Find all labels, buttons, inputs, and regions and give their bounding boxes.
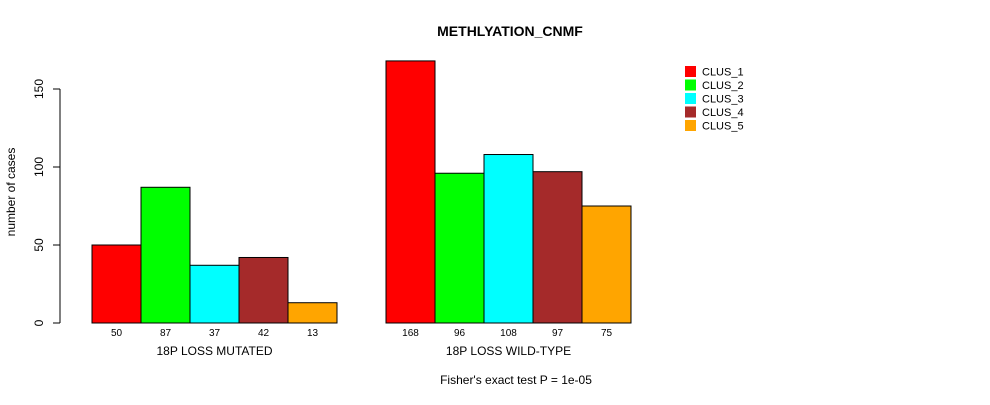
y-tick-label: 0 (32, 319, 46, 326)
count-label: 96 (454, 328, 466, 339)
count-label: 37 (209, 328, 221, 339)
bar-clus-1-group-1 (91, 244, 142, 324)
count-label: 42 (258, 328, 270, 339)
count-label: 13 (307, 328, 319, 339)
bar-clus-3-group-1 (189, 264, 240, 324)
bars-layer: 50 87 37 42 13 168 96 108 97 75 (91, 60, 632, 339)
legend-swatch-clus-4 (685, 106, 696, 118)
count-label: 108 (500, 328, 517, 339)
y-tick-label: 150 (32, 79, 46, 99)
bar-clus-3-group-2 (483, 154, 534, 324)
bar-clus-4-group-2 (532, 171, 583, 324)
count-label: 50 (111, 328, 123, 339)
legend-label-clus-1: CLUS_1 (702, 67, 744, 79)
bar-clus-2-group-2 (434, 172, 485, 324)
legend-label-clus-2: CLUS_2 (702, 80, 744, 92)
legend-label-clus-5: CLUS_5 (702, 121, 744, 133)
legend-swatch-clus-5 (685, 120, 696, 131)
y-tick-label: 100 (32, 157, 46, 177)
bar-clus-5-group-2 (581, 205, 632, 324)
legend-swatch-clus-3 (685, 93, 696, 104)
bar-clus-4-group-1 (238, 256, 289, 324)
y-axis-label: number of cases (4, 148, 18, 237)
legend-label-clus-3: CLUS_3 (702, 94, 744, 106)
bar-clus-1-group-2 (385, 60, 436, 324)
count-label: 168 (402, 328, 419, 339)
group-label-2: 18P LOSS WILD-TYPE (446, 344, 571, 358)
group-label-1: 18P LOSS MUTATED (156, 344, 272, 358)
y-tick-label: 50 (32, 238, 46, 252)
bar-clus-5-group-1 (287, 302, 338, 324)
legend-label-clus-4: CLUS_4 (702, 107, 744, 119)
legend-swatch-clus-2 (685, 79, 696, 91)
legend-swatch-clus-1 (685, 66, 696, 77)
count-label: 87 (160, 328, 172, 339)
x-axis-group-labels: 18P LOSS MUTATED 18P LOSS WILD-TYPE (156, 344, 571, 358)
y-axis: 0 50 100 150 (32, 79, 61, 326)
bar-clus-2-group-1 (140, 186, 191, 324)
chart-title: METHLYATION_CNMF (437, 23, 583, 39)
count-label: 97 (552, 328, 564, 339)
fisher-test-footnote: Fisher's exact test P = 1e-05 (440, 373, 592, 387)
count-label: 75 (601, 328, 613, 339)
